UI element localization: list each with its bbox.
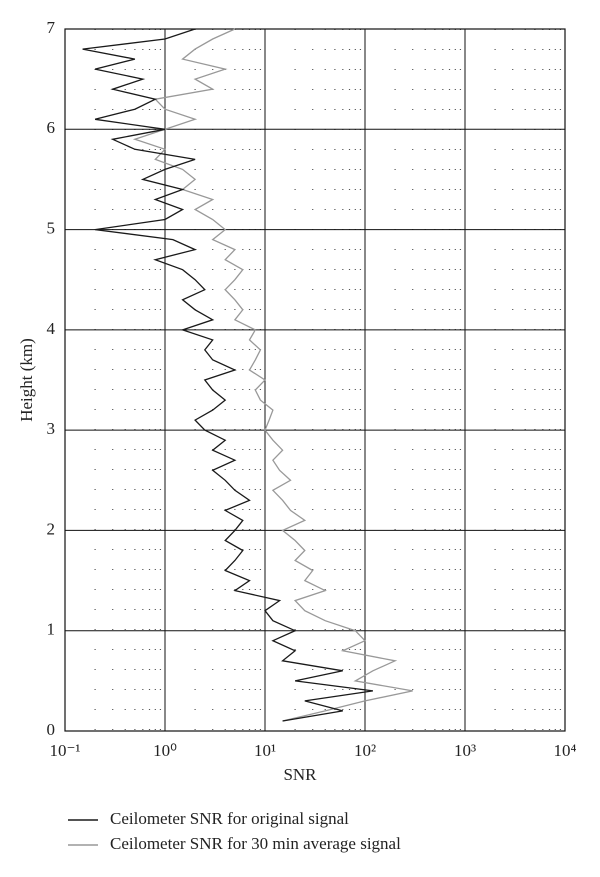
y-tick-label: 6 bbox=[47, 118, 56, 137]
y-tick-label: 5 bbox=[47, 218, 56, 237]
series-line bbox=[132, 28, 413, 722]
x-tick-label: 10⁻¹ bbox=[49, 741, 80, 760]
y-axis-label: Height (km) bbox=[17, 338, 36, 422]
y-tick-label: 1 bbox=[47, 620, 56, 639]
y-tick-label: 2 bbox=[47, 519, 56, 538]
plot-frame bbox=[64, 28, 566, 732]
y-tick-label: 3 bbox=[47, 419, 56, 438]
legend-label: Ceilometer SNR for original signal bbox=[110, 809, 349, 828]
y-tick-label: 4 bbox=[47, 319, 56, 338]
x-tick-label: 10² bbox=[354, 741, 376, 760]
y-tick-label: 7 bbox=[47, 18, 56, 37]
x-tick-label: 10¹ bbox=[254, 741, 276, 760]
legend-label: Ceilometer SNR for 30 min average signal bbox=[110, 834, 401, 853]
x-axis-label: SNR bbox=[283, 765, 317, 784]
x-tick-label: 10⁴ bbox=[554, 741, 577, 760]
series-line bbox=[82, 28, 373, 722]
y-tick-label: 0 bbox=[47, 720, 56, 739]
x-tick-label: 10⁰ bbox=[153, 741, 177, 760]
x-tick-label: 10³ bbox=[454, 741, 476, 760]
